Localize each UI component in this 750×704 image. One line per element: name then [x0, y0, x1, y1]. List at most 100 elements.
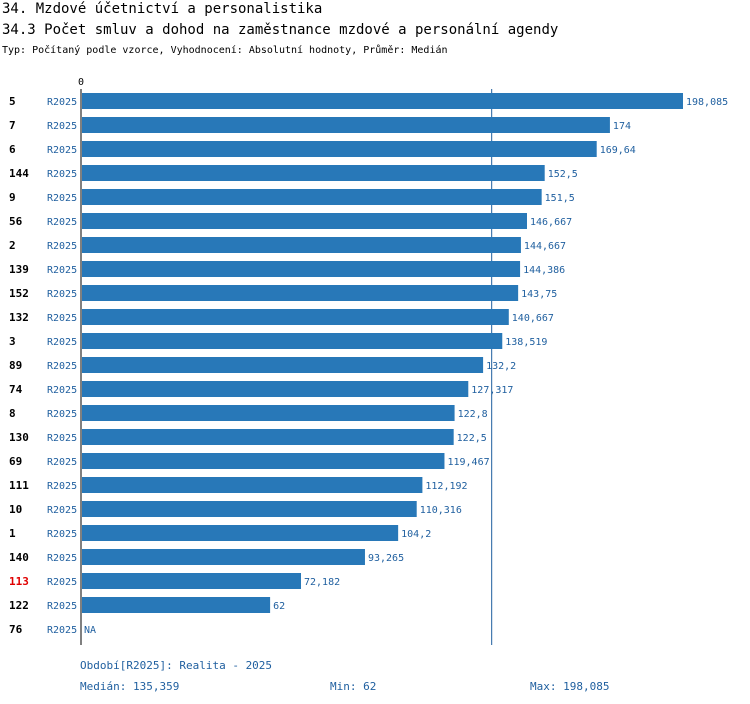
row-id-label: 111 — [9, 479, 29, 492]
row-period-label: R2025 — [47, 241, 77, 252]
data-value-label: 119,467 — [447, 457, 489, 468]
row-id-label: 113 — [9, 575, 29, 588]
row-id-label: 6 — [9, 143, 16, 156]
page-title: 34. Mzdové účetnictví a personalistika — [2, 1, 323, 17]
row-period-label: R2025 — [47, 145, 77, 156]
row-id-label: 144 — [9, 167, 29, 180]
data-bar — [82, 285, 519, 301]
data-bar — [82, 165, 545, 181]
data-value-label: 112,192 — [425, 481, 467, 492]
data-bar — [82, 237, 521, 253]
data-value-label: 93,265 — [368, 553, 404, 564]
row-id-label: 130 — [9, 431, 29, 444]
data-value-label: 122,5 — [457, 433, 487, 444]
data-bar — [82, 213, 527, 229]
footer-median: Medián: 135,359 — [80, 680, 180, 693]
row-period-label: R2025 — [47, 529, 77, 540]
row-id-label: 139 — [9, 263, 29, 276]
row-period-label: R2025 — [47, 457, 77, 468]
data-value-label: 62 — [273, 601, 285, 612]
data-bar — [82, 453, 445, 469]
data-value-label: 127,317 — [471, 385, 513, 396]
data-value-label: 138,519 — [505, 337, 547, 348]
data-value-label: 151,5 — [545, 193, 575, 204]
data-bar — [82, 549, 365, 565]
row-id-label: 3 — [9, 335, 16, 348]
row-id-label: 69 — [9, 455, 22, 468]
row-period-label: R2025 — [47, 169, 77, 180]
row-period-label: R2025 — [47, 361, 77, 372]
data-value-label: 174 — [613, 121, 631, 132]
data-bar — [82, 573, 302, 589]
row-id-label: 152 — [9, 287, 29, 300]
data-value-label: 110,316 — [420, 505, 462, 516]
data-value-label: 146,667 — [530, 217, 572, 228]
row-id-label: 56 — [9, 215, 23, 228]
row-period-label: R2025 — [47, 433, 77, 444]
chart-title: 34.3 Počet smluv a dohod na zaměstnance … — [2, 22, 559, 38]
footer-period: Období[R2025]: Realita - 2025 — [80, 659, 273, 672]
row-period-label: R2025 — [47, 385, 77, 396]
row-period-label: R2025 — [47, 481, 77, 492]
row-period-label: R2025 — [47, 505, 77, 516]
row-period-label: R2025 — [47, 313, 77, 324]
footer-min: Min: 62 — [330, 680, 377, 693]
data-bar — [82, 429, 454, 445]
data-bar — [82, 501, 417, 517]
row-period-label: R2025 — [47, 193, 77, 204]
data-bar — [82, 477, 423, 493]
row-period-label: R2025 — [47, 577, 77, 588]
data-value-label: 132,2 — [486, 361, 516, 372]
data-value-label: 72,182 — [304, 577, 340, 588]
data-value-label: 152,5 — [548, 169, 578, 180]
row-id-label: 10 — [9, 503, 22, 516]
row-id-label: 89 — [9, 359, 22, 372]
data-bar — [82, 405, 455, 421]
chart-type-line: Typ: Počítaný podle vzorce, Vyhodnocení:… — [2, 45, 448, 56]
row-id-label: 132 — [9, 311, 29, 324]
axis-zero-label: 0 — [78, 77, 84, 88]
data-bar — [82, 333, 503, 349]
data-value-label: NA — [84, 625, 96, 636]
data-value-label: 143,75 — [521, 289, 557, 300]
data-bar — [82, 381, 469, 397]
row-id-label: 140 — [9, 551, 29, 564]
row-id-label: 8 — [9, 407, 16, 420]
data-value-label: 144,386 — [523, 265, 565, 276]
row-period-label: R2025 — [47, 97, 77, 108]
data-bar — [82, 309, 509, 325]
data-bar — [82, 357, 484, 373]
row-id-label: 2 — [9, 239, 16, 252]
row-period-label: R2025 — [47, 601, 77, 612]
data-bar — [82, 525, 399, 541]
footer-max: Max: 198,085 — [530, 680, 610, 693]
data-bar — [82, 597, 271, 613]
row-id-label: 122 — [9, 599, 29, 612]
row-id-label: 9 — [9, 191, 16, 204]
row-period-label: R2025 — [47, 265, 77, 276]
row-period-label: R2025 — [47, 289, 77, 300]
row-period-label: R2025 — [47, 625, 77, 636]
row-period-label: R2025 — [47, 217, 77, 228]
data-value-label: 198,085 — [686, 97, 728, 108]
row-id-label: 74 — [9, 383, 23, 396]
row-period-label: R2025 — [47, 409, 77, 420]
data-bar — [82, 117, 610, 133]
data-bar — [82, 189, 542, 205]
row-period-label: R2025 — [47, 553, 77, 564]
row-period-label: R2025 — [47, 121, 77, 132]
data-value-label: 104,2 — [401, 529, 431, 540]
data-value-label: 140,667 — [512, 313, 554, 324]
data-value-label: 122,8 — [458, 409, 488, 420]
data-bar — [82, 93, 683, 109]
row-id-label: 1 — [9, 527, 16, 540]
row-id-label: 5 — [9, 95, 16, 108]
data-bar — [82, 261, 521, 277]
row-id-label: 76 — [9, 623, 23, 636]
data-bar — [82, 141, 597, 157]
data-value-label: 169,64 — [600, 145, 636, 156]
data-value-label: 144,667 — [524, 241, 566, 252]
row-period-label: R2025 — [47, 337, 77, 348]
row-id-label: 7 — [9, 119, 16, 132]
